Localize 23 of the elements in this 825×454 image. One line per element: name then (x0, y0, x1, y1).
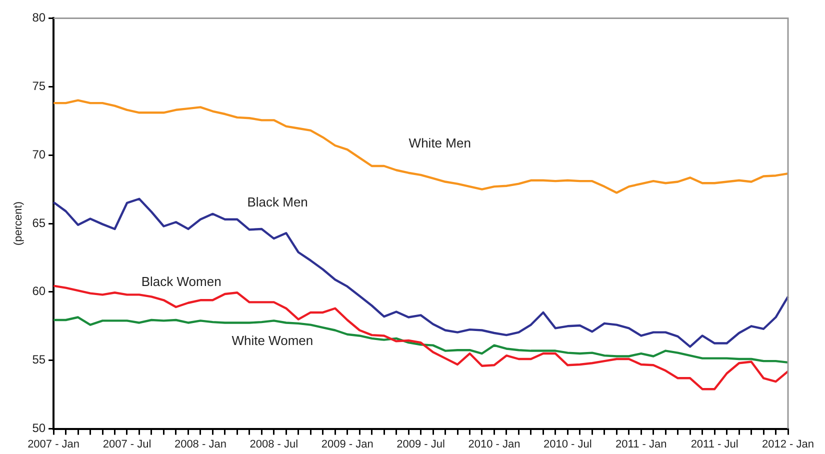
x-tick-label: 2009 - Jul (396, 438, 445, 450)
x-tick-label: 2007 - Jul (102, 438, 152, 450)
x-tick-label: 2011 - Jul (690, 438, 738, 450)
x-tick-label: 2008 - Jul (250, 438, 298, 450)
x-tick-label: 2012 - Jan (762, 438, 814, 450)
y-tick-label: 75 (32, 78, 46, 93)
series-label: Black Women (141, 274, 222, 290)
y-axis-title: (percent) (12, 201, 25, 246)
series-label: Black Men (247, 194, 308, 210)
x-tick-label: 2008 - Jan (174, 438, 226, 450)
x-tick-label: 2010 - Jan (468, 438, 520, 450)
y-tick-label: 55 (32, 352, 46, 367)
series-label: White Women (232, 332, 314, 348)
y-tick-label: 70 (32, 147, 46, 162)
series-label: White Men (408, 135, 471, 150)
y-tick-label: 80 (32, 10, 46, 25)
y-tick-label: 60 (32, 284, 46, 298)
x-tick-label: 2007 - Jan (28, 438, 80, 450)
x-tick-label: 2009 - Jan (321, 438, 374, 450)
x-tick-label: 2011 - Jan (616, 438, 667, 450)
y-tick-label: 50 (32, 421, 46, 436)
y-tick-label: 65 (32, 216, 46, 230)
x-tick-label: 2010 - Jul (544, 438, 592, 450)
